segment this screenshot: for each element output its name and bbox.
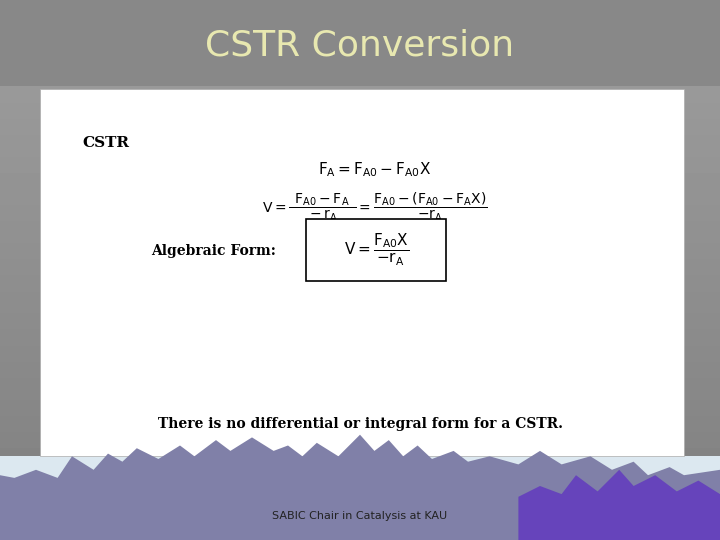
Text: $\mathsf{V = \dfrac{F_{A0}X}{-r_A}}$: $\mathsf{V = \dfrac{F_{A0}X}{-r_A}}$ (343, 232, 409, 268)
Text: CSTR: CSTR (83, 136, 130, 150)
Polygon shape (518, 470, 720, 540)
FancyBboxPatch shape (40, 89, 684, 456)
FancyBboxPatch shape (0, 456, 720, 497)
Text: SABIC Chair in Catalysis at KAU: SABIC Chair in Catalysis at KAU (272, 511, 448, 521)
FancyBboxPatch shape (0, 0, 720, 86)
Text: There is no differential or integral form for a CSTR.: There is no differential or integral for… (158, 417, 562, 431)
FancyBboxPatch shape (306, 219, 446, 281)
Text: $\mathsf{V = \dfrac{F_{A0} - F_A}{\ \ \ \ -r_A\ \ \ \ } = \dfrac{F_{A0} - (F_{A0: $\mathsf{V = \dfrac{F_{A0} - F_A}{\ \ \ … (261, 191, 487, 225)
Text: Algebraic Form:: Algebraic Form: (151, 244, 276, 258)
Text: $\mathsf{F_A = F_{A0} - F_{A0}X}$: $\mathsf{F_A = F_{A0} - F_{A0}X}$ (318, 161, 431, 179)
FancyBboxPatch shape (0, 497, 720, 540)
Polygon shape (0, 435, 720, 540)
Text: CSTR Conversion: CSTR Conversion (205, 29, 515, 63)
